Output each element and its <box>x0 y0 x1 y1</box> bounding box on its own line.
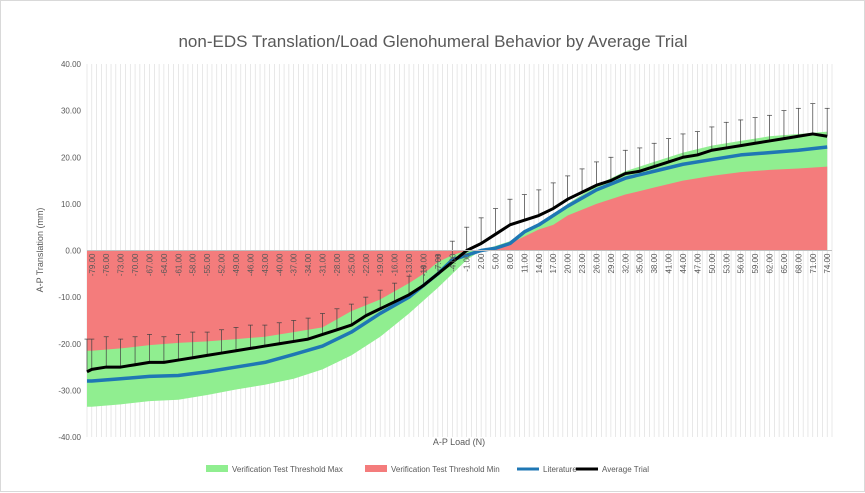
threshold-areas <box>87 131 828 407</box>
x-tick-label: 38.00 <box>650 253 659 274</box>
x-tick-label: 20.00 <box>564 253 573 274</box>
y-axis-ticks: 40.00 30.00 20.00 10.00 0.00 -10.00 -20.00 -30.… <box>58 60 81 442</box>
x-tick-label: -52.00 <box>218 253 227 276</box>
x-tick-label: -31.00 <box>319 253 328 276</box>
y-tick-label: -20.00 <box>58 340 81 349</box>
legend-label: Literature <box>543 465 577 474</box>
x-tick-label: 5.00 <box>492 253 501 269</box>
y-tick-label: 20.00 <box>61 153 82 162</box>
x-tick-label: -43.00 <box>261 253 270 276</box>
x-tick-label: -1.00 <box>463 253 472 272</box>
legend-label: Verification Test Threshold Min <box>391 465 500 474</box>
x-tick-label: -46.00 <box>246 253 255 276</box>
x-axis-label: A-P Load (N) <box>433 437 485 447</box>
x-tick-label: 41.00 <box>665 253 674 274</box>
x-tick-label: 44.00 <box>679 253 688 274</box>
x-tick-label: -34.00 <box>304 253 313 276</box>
x-tick-label: -22.00 <box>362 253 371 276</box>
x-tick-label: 11.00 <box>520 253 529 273</box>
x-tick-label: 2.00 <box>477 253 486 269</box>
x-tick-label: 71.00 <box>809 253 818 274</box>
x-tick-label: -25.00 <box>347 253 356 276</box>
legend-swatch <box>365 465 387 472</box>
y-tick-label: 40.00 <box>61 60 82 69</box>
x-tick-label: -55.00 <box>203 253 212 276</box>
x-tick-label: 32.00 <box>621 253 630 274</box>
x-tick-label: -64.00 <box>160 253 169 276</box>
x-tick-label: -49.00 <box>232 253 241 276</box>
x-tick-label: -70.00 <box>131 253 140 276</box>
x-tick-label: -37.00 <box>290 253 299 276</box>
x-tick-label: 35.00 <box>636 253 645 274</box>
area-verification-test-threshold-min <box>87 166 828 351</box>
x-tick-label: 23.00 <box>578 253 587 274</box>
legend-label: Average Trial <box>602 465 649 474</box>
y-tick-label: 30.00 <box>61 107 82 116</box>
series-lines <box>86 132 828 383</box>
x-tick-label: 29.00 <box>607 253 616 274</box>
x-tick-label: -61.00 <box>174 253 183 276</box>
x-tick-label: -4.00 <box>448 253 457 272</box>
x-tick-label: 47.00 <box>693 253 702 274</box>
error-bars <box>84 103 830 372</box>
x-axis-ticks: -79.00 -76.00 -73.00 -70.00 -67.00 -64.00 -61.… <box>88 253 832 276</box>
x-tick-label: -7.00 <box>434 253 443 272</box>
x-tick-label: 17.00 <box>549 253 558 274</box>
legend: Verification Test Threshold Max Verificat… <box>206 465 649 474</box>
chart-title: non-EDS Translation/Load Glenohumeral Be… <box>178 32 687 51</box>
x-tick-label: 62.00 <box>766 253 775 274</box>
x-tick-label: -79.00 <box>88 253 97 276</box>
line-average-trial <box>86 132 828 374</box>
line-literature <box>87 145 828 383</box>
x-tick-label: -28.00 <box>333 253 342 276</box>
x-tick-label: 59.00 <box>751 253 760 274</box>
x-tick-label: -67.00 <box>145 253 154 276</box>
x-tick-label: -13.00 <box>405 253 414 276</box>
x-tick-label: -58.00 <box>189 253 198 276</box>
x-tick-label: 8.00 <box>506 253 515 269</box>
x-tick-label: 68.00 <box>794 253 803 274</box>
x-tick-label: 14.00 <box>535 253 544 274</box>
x-tick-label: 65.00 <box>780 253 789 274</box>
x-tick-label: 53.00 <box>722 253 731 274</box>
y-tick-label: -30.00 <box>58 386 81 395</box>
y-tick-label: -10.00 <box>58 293 81 302</box>
y-tick-label: 10.00 <box>61 200 82 209</box>
x-tick-label: -73.00 <box>117 253 126 276</box>
x-tick-label: -19.00 <box>376 253 385 276</box>
x-tick-label: -40.00 <box>275 253 284 276</box>
x-tick-label: -76.00 <box>102 253 111 276</box>
x-tick-label: 50.00 <box>708 253 717 274</box>
y-axis-label: A-P Translation (mm) <box>35 208 45 293</box>
x-tick-label: 56.00 <box>737 253 746 274</box>
x-tick-label: -10.00 <box>419 253 428 276</box>
y-tick-label: -40.00 <box>58 433 81 442</box>
y-tick-label: 0.00 <box>65 247 81 256</box>
legend-label: Verification Test Threshold Max <box>232 465 343 474</box>
x-tick-label: 74.00 <box>823 253 832 274</box>
x-tick-label: 26.00 <box>592 253 601 274</box>
legend-swatch <box>206 465 228 472</box>
x-tick-label: -16.00 <box>391 253 400 276</box>
